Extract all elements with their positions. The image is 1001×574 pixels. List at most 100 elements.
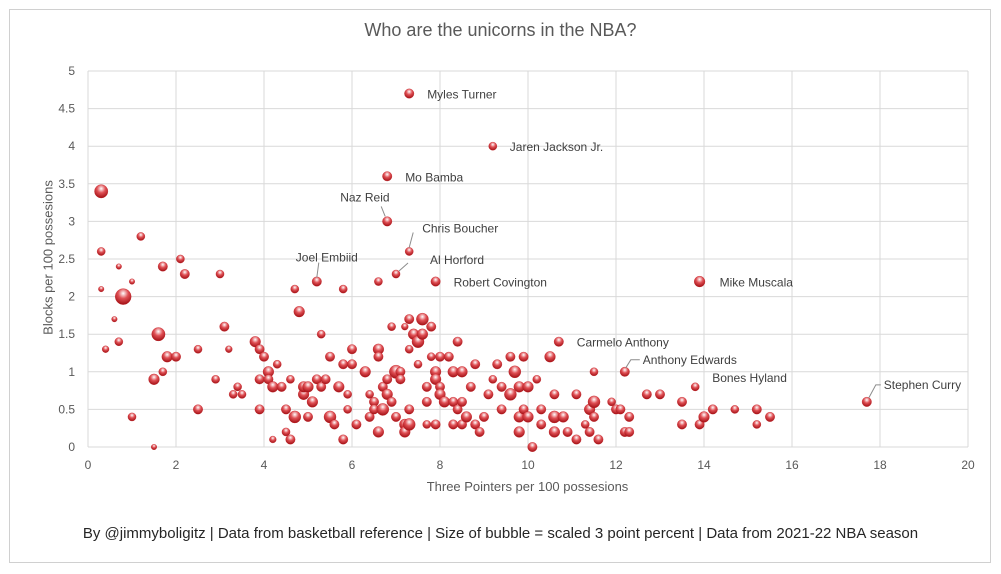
- annotation-label: Stephen Curry: [884, 378, 961, 392]
- data-bubble: [237, 390, 247, 399]
- data-bubble: [730, 405, 740, 414]
- data-bubble: [404, 247, 414, 256]
- data-bubble: [129, 278, 135, 285]
- data-bubble: [302, 381, 314, 393]
- data-bubble: [698, 411, 710, 423]
- x-tick-label: 10: [521, 458, 535, 472]
- data-bubble: [404, 314, 415, 325]
- data-bubble: [508, 365, 522, 379]
- data-bubble: [404, 88, 415, 99]
- data-bubble: [694, 276, 706, 288]
- data-bubble: [479, 412, 489, 422]
- x-tick-label: 2: [173, 458, 180, 472]
- data-bubble: [505, 351, 516, 362]
- data-bubble: [580, 420, 590, 429]
- y-tick-label: 0.5: [58, 402, 75, 416]
- data-bubble: [513, 426, 525, 438]
- data-bubble: [426, 352, 436, 362]
- data-bubble: [179, 269, 190, 279]
- data-bubble: [536, 404, 547, 415]
- data-bubble: [338, 284, 348, 294]
- data-bubble: [544, 351, 556, 363]
- data-bubble: [456, 366, 468, 378]
- data-bubble: [589, 412, 599, 422]
- y-tick-label: 3.5: [58, 177, 75, 191]
- data-bubble: [615, 404, 626, 415]
- data-bubble: [365, 390, 374, 399]
- data-bubble: [452, 404, 463, 415]
- data-bubble: [496, 404, 507, 415]
- data-bubble: [751, 404, 762, 415]
- y-tick-label: 5: [68, 64, 75, 78]
- y-tick-label: 1: [68, 365, 75, 379]
- data-bubble: [98, 286, 105, 293]
- data-bubble: [316, 381, 327, 392]
- data-bubble: [382, 171, 393, 182]
- data-bubble: [225, 345, 233, 353]
- data-bubble: [430, 419, 441, 430]
- data-bubble: [752, 420, 762, 429]
- data-bubble: [285, 434, 296, 445]
- data-bubble: [281, 404, 291, 415]
- data-bubble: [228, 390, 238, 399]
- data-bubble: [151, 444, 157, 450]
- data-bubble: [522, 411, 534, 423]
- data-bubble: [281, 427, 291, 437]
- data-bubble: [293, 306, 305, 318]
- data-bubble: [387, 322, 396, 331]
- annotation-leader: [625, 359, 640, 369]
- data-bubble: [430, 276, 441, 287]
- x-tick-label: 12: [609, 458, 623, 472]
- data-bubble: [171, 351, 181, 362]
- data-bubble: [272, 360, 282, 369]
- data-bubble: [401, 323, 409, 331]
- annotation-leader: [398, 262, 409, 272]
- data-bubble: [448, 419, 459, 430]
- y-tick-label: 4: [68, 139, 75, 153]
- footer-caption: By @jimmyboligitz | Data from basketball…: [82, 525, 919, 542]
- y-tick-label: 1.5: [58, 327, 75, 341]
- data-bubble: [288, 410, 302, 424]
- x-tick-label: 4: [261, 458, 268, 472]
- data-bubble: [306, 396, 318, 408]
- y-tick-label: 4.5: [58, 102, 75, 116]
- data-bubble: [562, 427, 573, 437]
- data-bubble: [421, 381, 432, 392]
- data-bubble: [215, 269, 225, 279]
- data-bubble: [267, 381, 279, 393]
- data-bubble: [438, 396, 450, 408]
- data-bubble: [338, 359, 349, 370]
- data-bubble: [94, 184, 109, 199]
- data-bubble: [148, 373, 160, 385]
- data-bubble: [624, 412, 635, 422]
- data-bubble: [522, 381, 534, 393]
- data-bubble: [359, 366, 371, 378]
- data-bubble: [413, 360, 423, 369]
- data-bubble: [416, 312, 429, 326]
- data-bubble: [161, 351, 173, 363]
- data-bubble: [259, 351, 269, 362]
- data-bubble: [269, 435, 277, 444]
- data-bubble: [343, 405, 352, 414]
- axis-ticks: 0 2 4 6 8 10 12 14 16 18 20 0 0.5 1 1.5 2 2.5 3 3.5 4 4.5 5: [58, 64, 975, 472]
- data-bubble: [219, 321, 230, 332]
- annotation-label: Naz Reid: [340, 190, 389, 204]
- data-bubble: [127, 412, 137, 422]
- data-bubble: [233, 382, 242, 392]
- data-bubble: [376, 403, 390, 416]
- data-bubble: [320, 374, 331, 385]
- data-bubble: [765, 412, 775, 422]
- data-bubble: [460, 411, 472, 423]
- data-bubble: [404, 344, 414, 354]
- data-bubble: [329, 419, 340, 430]
- data-bubble: [254, 344, 265, 355]
- data-bubble: [655, 389, 665, 400]
- chart-frame: [9, 9, 991, 563]
- data-bubble: [861, 396, 872, 407]
- data-bubble: [483, 389, 494, 400]
- data-bubble: [426, 321, 437, 332]
- x-tick-label: 18: [873, 458, 887, 472]
- data-bubble: [276, 381, 287, 392]
- data-bubble: [136, 232, 146, 241]
- data-bubble: [549, 389, 560, 400]
